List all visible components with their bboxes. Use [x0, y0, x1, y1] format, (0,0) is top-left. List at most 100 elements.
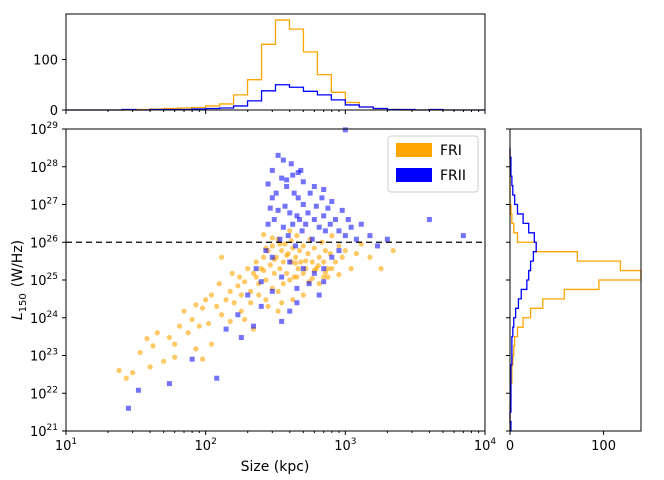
y-tick-label: 1022	[30, 385, 58, 402]
point-fri	[292, 260, 299, 266]
point-fri	[300, 292, 306, 298]
point-fri	[193, 346, 199, 352]
point-fri	[261, 231, 267, 238]
point-fri	[325, 266, 331, 272]
top-y-tick-label: 100	[33, 53, 58, 68]
legend-swatch-fri	[396, 143, 432, 157]
y-axis-title-sub: 150	[18, 293, 29, 312]
point-fri	[271, 270, 277, 276]
point-frii	[321, 266, 327, 272]
point-fri	[245, 266, 251, 272]
point-frii	[313, 203, 319, 209]
point-frii	[271, 217, 277, 223]
point-fri	[223, 297, 229, 303]
point-frii	[250, 323, 256, 329]
point-fri	[390, 248, 396, 254]
point-frii	[269, 254, 275, 260]
point-fri	[342, 248, 348, 254]
point-frii	[280, 224, 286, 230]
point-frii	[294, 300, 300, 306]
point-frii	[358, 221, 364, 227]
point-frii	[275, 207, 281, 213]
point-fri	[348, 266, 354, 272]
point-frii	[307, 190, 313, 196]
point-frii	[284, 177, 290, 183]
point-fri	[311, 245, 317, 251]
point-frii	[223, 326, 229, 332]
point-frii	[325, 205, 331, 211]
point-frii	[311, 183, 317, 189]
point-fri	[284, 270, 290, 276]
point-fri	[277, 266, 283, 272]
point-frii	[214, 375, 220, 381]
point-frii	[321, 186, 327, 192]
point-frii	[267, 205, 273, 211]
point-fri	[329, 233, 335, 239]
y-tick-label: 1023	[30, 348, 58, 365]
x-axis-title: Size (kpc)	[241, 459, 310, 475]
right-x-tick-label: 100	[591, 439, 616, 454]
right-histogram-panel: 0 100	[506, 128, 642, 454]
point-frii	[235, 312, 241, 318]
point-fri	[292, 254, 299, 260]
point-frii	[348, 224, 354, 230]
point-fri	[287, 277, 293, 283]
y-tick-label: 1027	[30, 197, 58, 214]
point-fri	[261, 254, 267, 260]
point-fri	[241, 279, 248, 285]
point-fri	[227, 318, 233, 325]
point-fri	[309, 259, 315, 265]
point-frii	[311, 217, 317, 223]
point-frii	[300, 202, 306, 207]
point-fri	[280, 259, 286, 265]
point-fri	[267, 262, 273, 268]
point-frii	[135, 387, 141, 393]
point-fri	[206, 320, 212, 327]
point-fri	[294, 233, 300, 239]
point-frii	[269, 167, 275, 173]
legend-swatch-frii	[396, 168, 432, 182]
point-frii	[342, 127, 348, 133]
point-frii	[245, 292, 251, 298]
point-frii	[287, 210, 293, 216]
point-frii	[316, 292, 322, 298]
point-frii	[285, 233, 291, 239]
point-fri	[253, 274, 259, 280]
point-fri	[336, 243, 342, 249]
point-fri	[208, 341, 215, 347]
point-fri	[321, 274, 327, 280]
legend-label-fri: FRI	[440, 143, 462, 159]
y-tick-label: 1029	[30, 121, 58, 138]
point-fri	[154, 330, 160, 336]
right-hist-frii	[509, 147, 537, 432]
point-frii	[316, 224, 322, 230]
point-frii	[258, 303, 264, 309]
point-fri	[280, 281, 286, 287]
point-fri	[250, 270, 257, 276]
point-fri	[269, 235, 275, 241]
point-frii	[342, 233, 348, 239]
point-frii	[280, 157, 286, 163]
point-fri	[290, 297, 296, 303]
point-fri	[279, 248, 285, 254]
point-fri	[353, 251, 359, 257]
top-histogram-panel: 0 100	[33, 13, 486, 119]
point-fri	[137, 349, 143, 356]
main-y-ticks: 1021 1022 1023 1024 1025 1026 1027 1028 1029	[30, 121, 66, 440]
point-fri	[203, 297, 209, 303]
point-fri	[144, 336, 150, 342]
point-fri	[275, 288, 281, 294]
point-frii	[295, 195, 301, 201]
point-fri	[237, 274, 243, 280]
point-fri	[123, 375, 129, 381]
top-histogram-y-ticks: 0 100	[33, 53, 486, 119]
point-fri	[116, 367, 122, 374]
point-fri	[322, 248, 329, 254]
point-fri	[147, 364, 153, 370]
point-frii	[291, 190, 297, 196]
legend: FRI FRII	[387, 135, 479, 193]
point-frii	[426, 217, 432, 223]
point-fri	[305, 251, 311, 257]
point-fri	[241, 316, 248, 323]
point-fri	[332, 259, 339, 265]
